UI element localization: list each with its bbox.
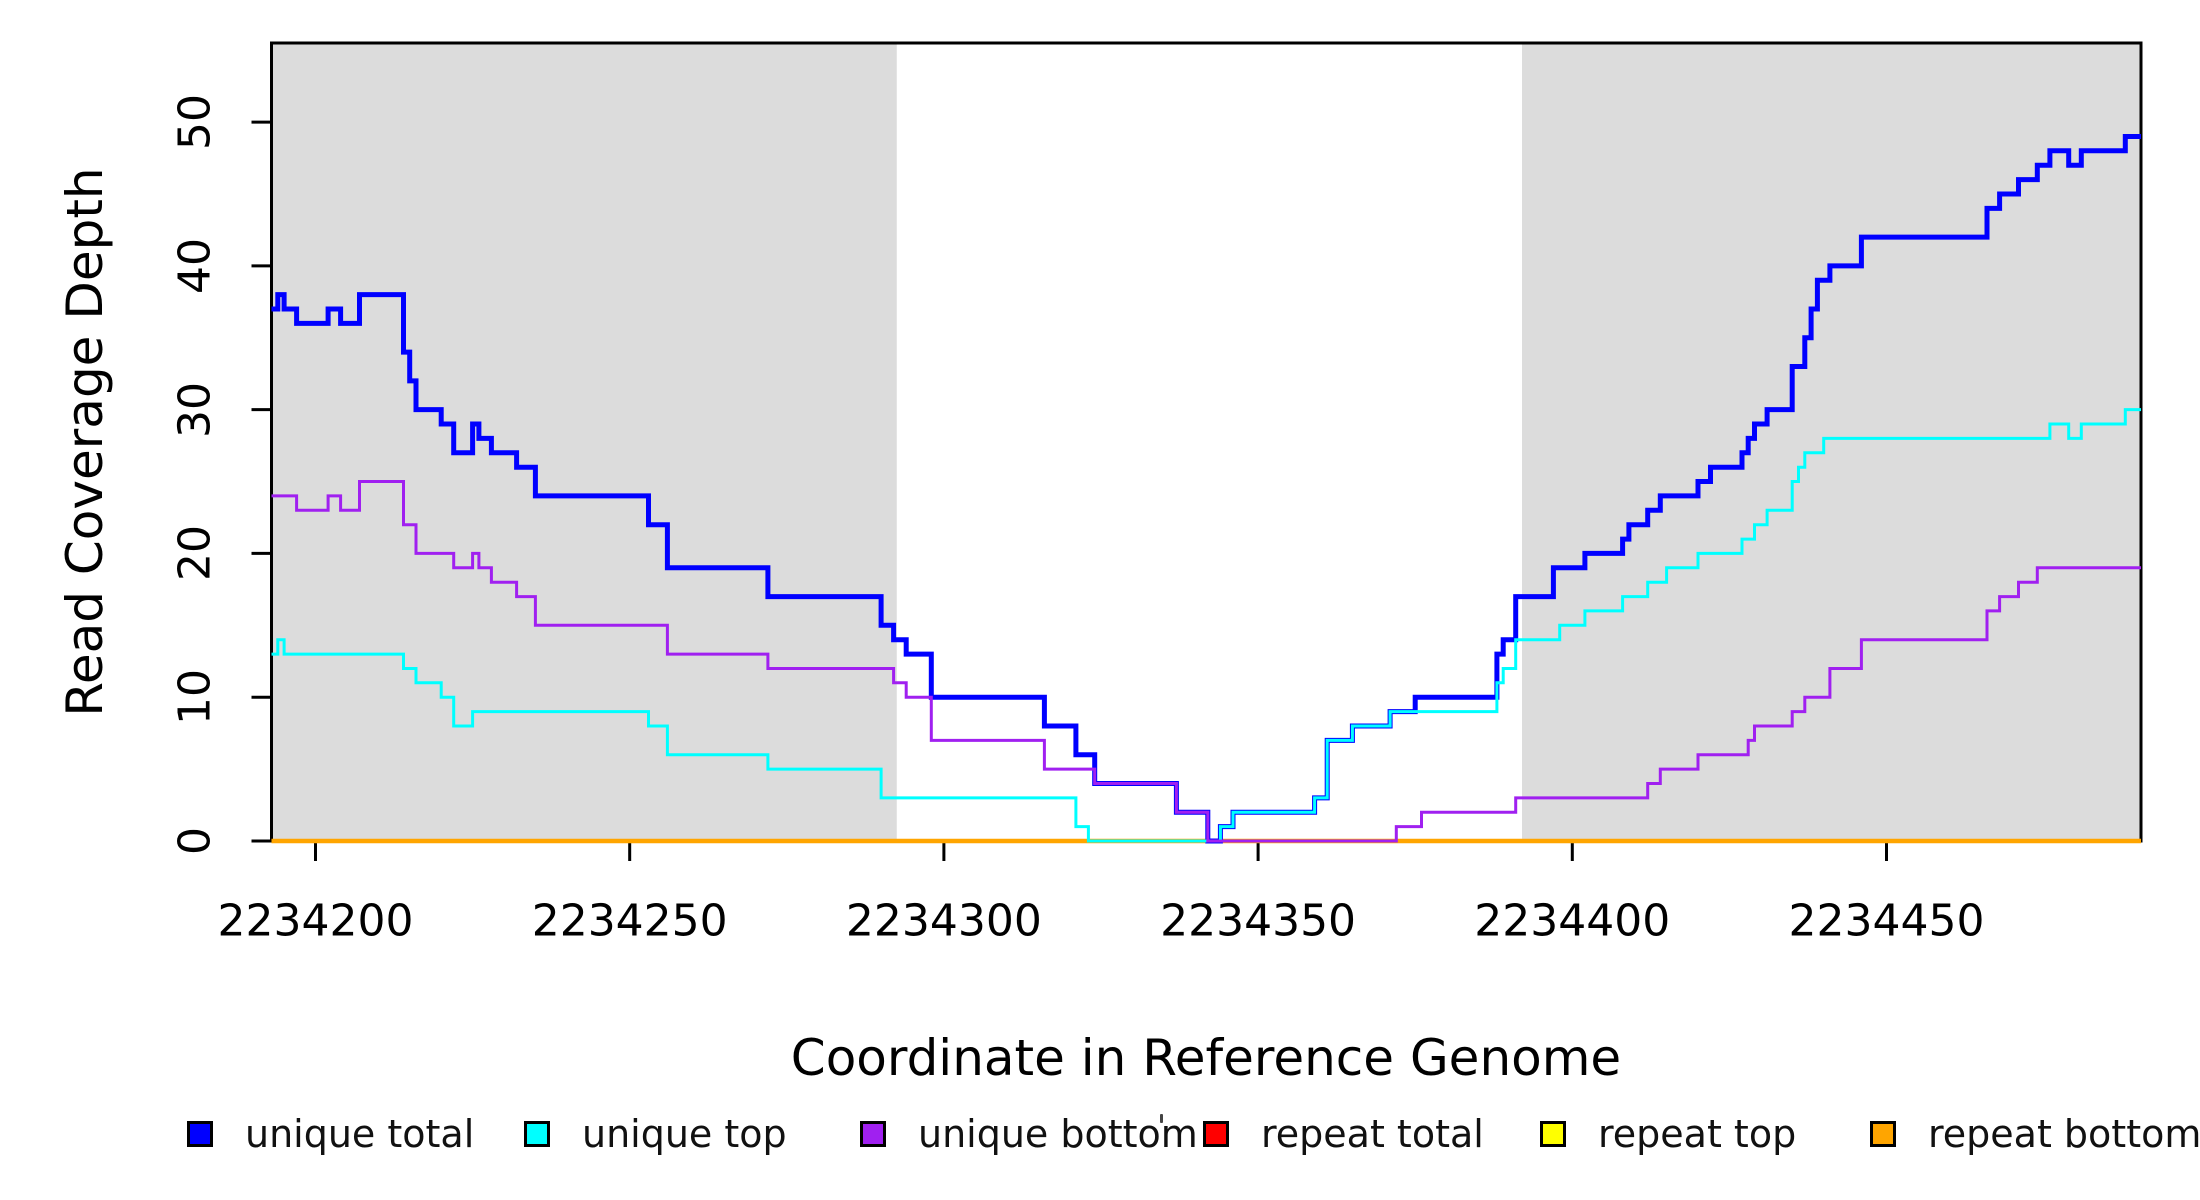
series-line-unique-top [271,408,2141,843]
x-tick-label: 2234350 [1160,895,1357,947]
y-axis-title: Read Coverage Depth [56,167,114,717]
legend-item-unique-total: unique total [187,1107,474,1161]
shaded-region [271,43,897,841]
shaded-repeat-regions [271,43,2141,841]
legend-label: unique top [582,1112,787,1156]
legend-swatch [1540,1121,1566,1147]
y-tick-label: 40 [169,237,221,294]
legend-label: repeat bottom [1928,1112,2200,1156]
axis-tick-marks [251,120,1888,861]
y-tick-label: 10 [169,669,221,726]
legend-item-repeat-total: repeat total [1203,1107,1484,1161]
x-tick-label: 2234300 [845,895,1042,947]
legend-swatch [860,1121,886,1147]
legend-label: unique total [245,1112,475,1156]
x-axis-title: Coordinate in Reference Genome [790,1029,1622,1087]
legend-swatch [187,1121,213,1147]
y-tick-label: 0 [169,827,221,855]
x-tick-label: 2234450 [1788,895,1985,947]
legend-label: repeat total [1261,1112,1484,1156]
legend-label: unique bottom [918,1112,1198,1156]
series-line-unique-bottom [271,480,2141,843]
y-tick-label: 30 [169,381,221,438]
y-tick-label: 20 [169,525,221,582]
stray-mark [1160,1114,1163,1123]
legend-swatch [524,1121,550,1147]
x-tick-label: 2234400 [1474,895,1671,947]
legend-item-repeat-bottom: repeat bottom [1870,1107,2200,1161]
legend-item-unique-top: unique top [524,1107,787,1161]
x-tick-label: 2234200 [217,895,414,947]
legend-item-repeat-top: repeat top [1540,1107,1796,1161]
legend-swatch [1870,1121,1896,1147]
legend-swatch [1203,1121,1229,1147]
coverage-step-lines [271,134,2141,844]
x-tick-label: 2234250 [531,895,728,947]
legend-label: repeat top [1598,1112,1797,1156]
y-tick-label: 50 [169,94,221,151]
legend-item-unique-bottom: unique bottom [860,1107,1198,1161]
